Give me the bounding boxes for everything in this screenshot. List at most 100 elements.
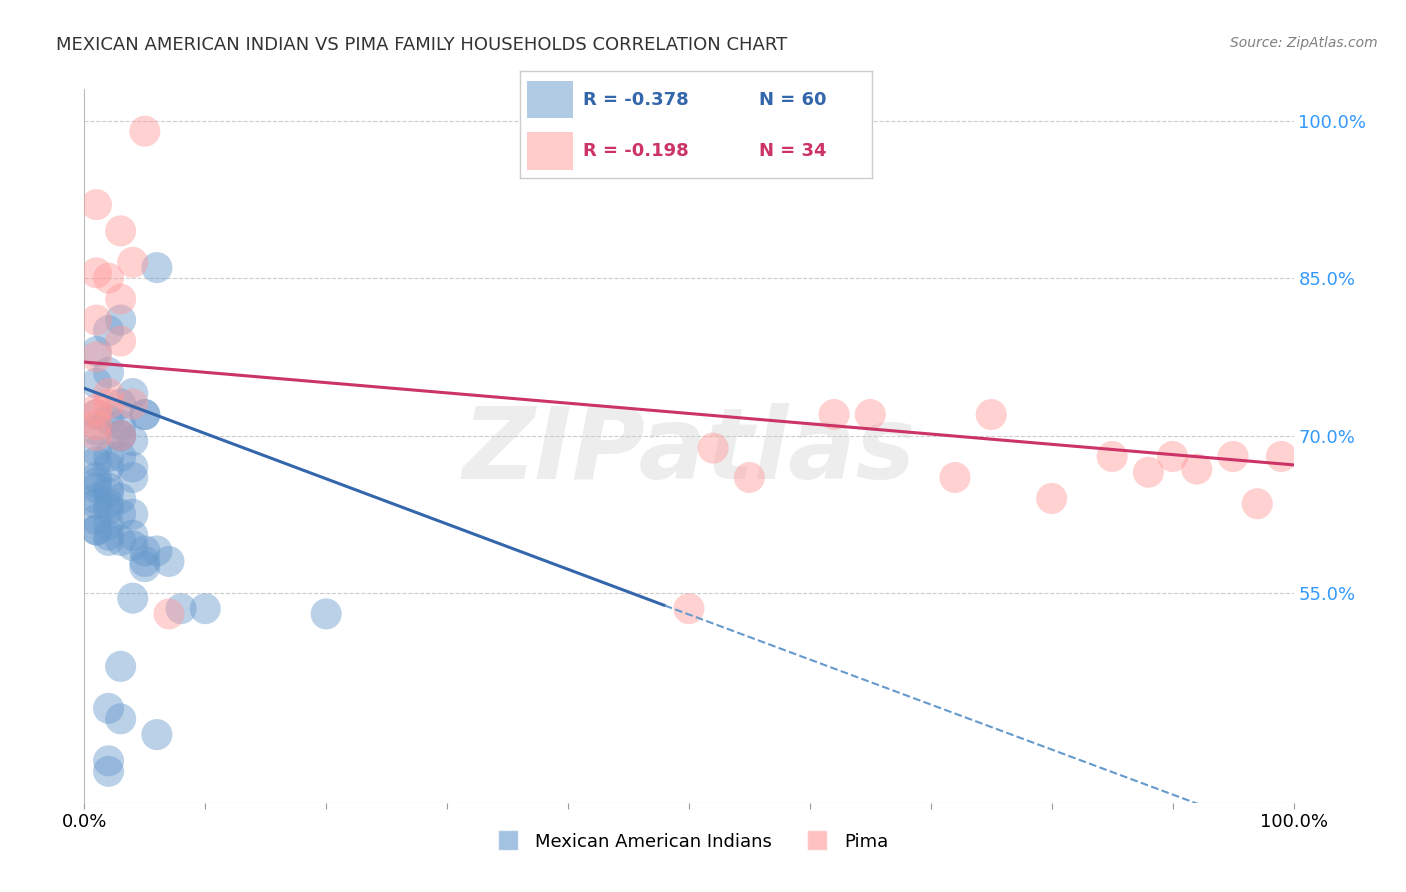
Point (97, 528, 120, 542)
Point (86, 444, 108, 458)
Point (86, 408, 108, 422)
Point (1040, 491, 1063, 506)
Point (157, 607, 180, 621)
Point (121, 591, 143, 606)
Point (110, 712, 132, 726)
Point (157, 554, 180, 568)
Point (121, 397, 143, 411)
Point (86, 428, 108, 442)
Point (97, 754, 120, 768)
Point (86, 512, 108, 526)
Point (97, 517, 120, 532)
Point (134, 544, 156, 558)
Point (97, 324, 120, 338)
Point (121, 255, 143, 269)
Point (134, 559, 156, 574)
Text: ZIPatlas: ZIPatlas (463, 403, 915, 500)
Point (86, 481, 108, 495)
FancyBboxPatch shape (527, 81, 574, 119)
Point (97, 701, 120, 715)
Point (86, 344, 108, 359)
Point (110, 313, 132, 327)
Point (86, 423, 108, 437)
Point (121, 386, 143, 401)
Text: Source: ZipAtlas.com: Source: ZipAtlas.com (1230, 36, 1378, 50)
Point (121, 470, 143, 484)
Text: N = 34: N = 34 (759, 142, 827, 160)
Text: N = 60: N = 60 (759, 91, 827, 109)
Point (738, 470, 761, 484)
Point (97, 497, 120, 511)
Text: R = -0.378: R = -0.378 (583, 91, 689, 109)
Point (97, 502, 120, 516)
Point (86, 455, 108, 469)
Point (110, 507, 132, 521)
Point (823, 408, 845, 422)
Point (86, 475, 108, 490)
Point (97, 386, 120, 401)
Point (1222, 450, 1244, 464)
Point (86, 523, 108, 537)
Point (110, 428, 132, 442)
Point (134, 408, 156, 422)
Point (86, 408, 108, 422)
Point (110, 334, 132, 348)
Text: MEXICAN AMERICAN INDIAN VS PIMA FAMILY HOUSEHOLDS CORRELATION CHART: MEXICAN AMERICAN INDIAN VS PIMA FAMILY H… (56, 36, 787, 54)
Point (146, 260, 169, 275)
Point (110, 428, 132, 442)
Point (97, 460, 120, 475)
Point (943, 470, 966, 484)
Point (121, 507, 143, 521)
Point (86, 470, 108, 484)
Point (86, 417, 108, 432)
Point (110, 428, 132, 442)
Point (86, 491, 108, 506)
Point (859, 408, 882, 422)
Point (86, 197, 108, 211)
Point (97, 764, 120, 779)
Point (1246, 497, 1268, 511)
Point (110, 224, 132, 238)
Point (980, 408, 1002, 422)
Point (86, 523, 108, 537)
Point (86, 313, 108, 327)
Point (86, 402, 108, 417)
Point (146, 728, 169, 742)
Point (121, 434, 143, 448)
Point (134, 408, 156, 422)
Point (110, 491, 132, 506)
Point (702, 441, 724, 455)
Text: R = -0.198: R = -0.198 (583, 142, 689, 160)
Point (1137, 465, 1160, 479)
Point (146, 544, 169, 558)
Point (97, 413, 120, 427)
Point (97, 271, 120, 285)
Point (97, 450, 120, 464)
Point (1185, 462, 1208, 476)
Point (678, 601, 700, 615)
Point (97, 533, 120, 548)
Point (86, 497, 108, 511)
Point (97, 481, 120, 495)
Point (86, 376, 108, 390)
Point (194, 601, 217, 615)
Point (134, 124, 156, 138)
Point (1161, 450, 1184, 464)
Point (86, 266, 108, 280)
Point (110, 533, 132, 548)
Point (121, 460, 143, 475)
Point (134, 554, 156, 568)
Point (110, 397, 132, 411)
Point (110, 450, 132, 464)
FancyBboxPatch shape (527, 132, 574, 169)
Point (97, 397, 120, 411)
Point (170, 601, 193, 615)
Point (97, 486, 120, 500)
Point (86, 350, 108, 364)
Point (315, 607, 337, 621)
Point (121, 528, 143, 542)
Point (110, 659, 132, 673)
Point (97, 366, 120, 380)
Legend: Mexican American Indians, Pima: Mexican American Indians, Pima (482, 826, 896, 858)
Point (1270, 450, 1292, 464)
